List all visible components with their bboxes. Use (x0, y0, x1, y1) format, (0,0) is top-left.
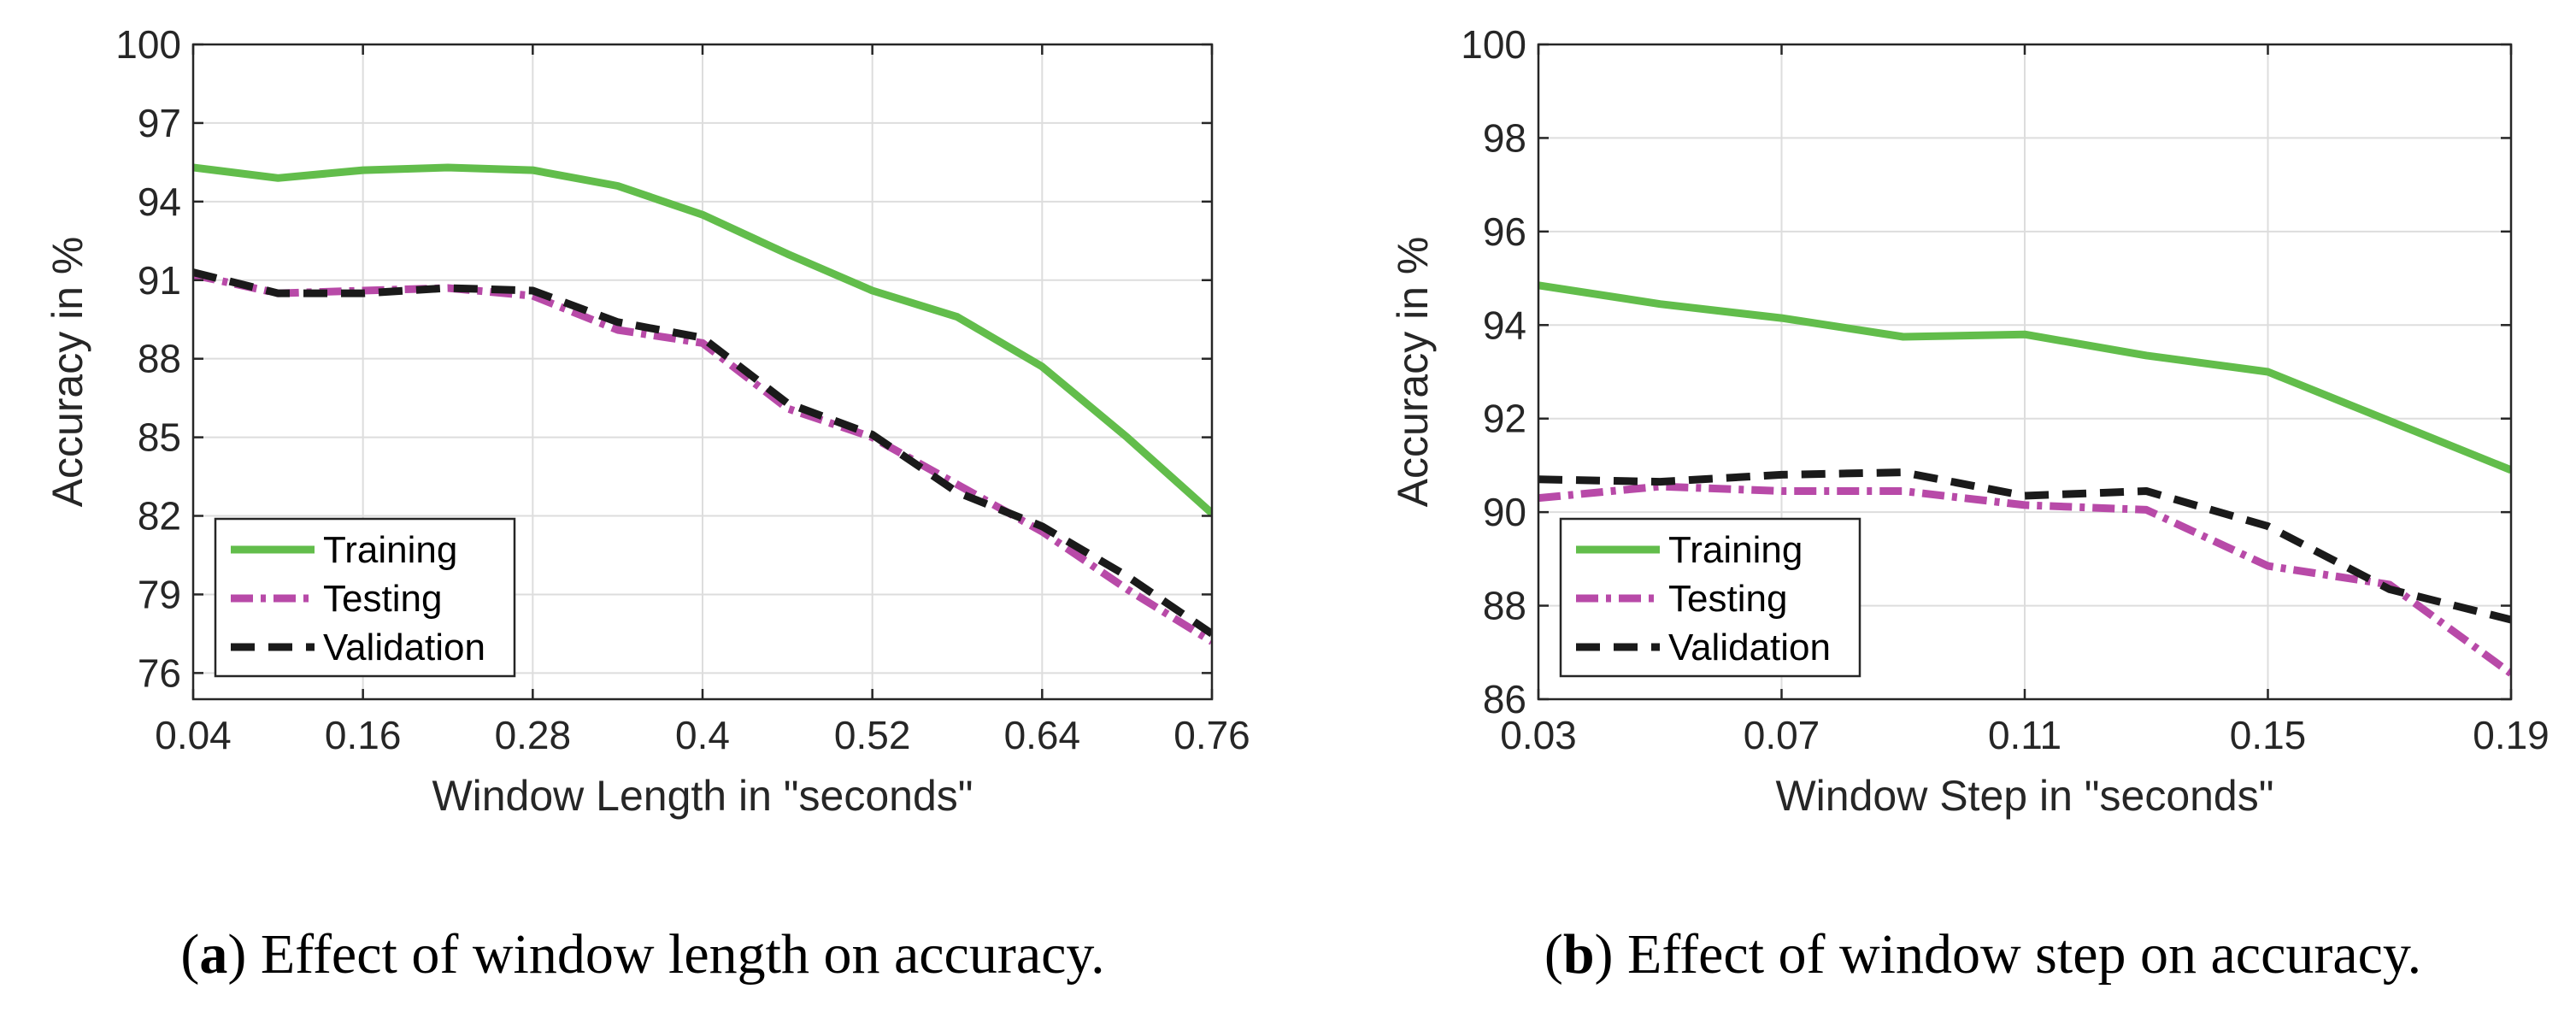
legend-label-validation: Validation (1668, 627, 1831, 668)
x-tick-label: 0.03 (1500, 713, 1577, 757)
y-tick-label: 100 (1461, 22, 1526, 67)
y-tick-label: 91 (138, 258, 181, 303)
y-tick-label: 76 (138, 650, 181, 695)
y-tick-label: 90 (1483, 490, 1526, 534)
y-tick-label: 86 (1483, 677, 1526, 721)
y-tick-label: 94 (1483, 303, 1526, 347)
y-tick-label: 100 (115, 22, 181, 67)
x-tick-label: 0.64 (1004, 713, 1081, 757)
y-tick-label: 97 (138, 101, 181, 145)
x-tick-label: 0.07 (1744, 713, 1820, 757)
y-tick-label: 82 (138, 494, 181, 539)
caption-a-text: ) Effect of window length on accuracy. (227, 923, 1104, 986)
x-tick-label: 0.4 (675, 713, 730, 757)
y-tick-label: 92 (1483, 397, 1526, 441)
legend-label-testing: Testing (1668, 578, 1787, 620)
chart-a-window-length: 0.04 0.16 0.28 0.4 0.52 0.64 0.76 76 79 82 85 88 91 9… (44, 22, 1250, 820)
x-axis-label: Window Step in "seconds" (1775, 772, 2273, 820)
series-group (193, 163, 1212, 645)
series-group (1538, 281, 2511, 677)
y-axis-label: Accuracy in % (1389, 237, 1437, 508)
series-line-validation (193, 268, 1212, 638)
y-tick-label: 88 (1483, 584, 1526, 628)
series-line-testing (1538, 482, 2511, 677)
caption-b-text: ) Effect of window step on accuracy. (1595, 923, 2422, 986)
legend: Training Testing Validation (214, 517, 516, 678)
x-tick-label: 0.15 (2230, 713, 2307, 757)
y-tick-label: 79 (138, 572, 181, 616)
y-tick-label: 85 (138, 415, 181, 460)
x-tick-label: 0.76 (1173, 713, 1250, 757)
y-axis-label: Accuracy in % (44, 237, 91, 508)
x-tick-label: 0.11 (1988, 713, 2061, 757)
legend: Training Testing Validation (1559, 517, 1861, 678)
x-tick-label: 0.16 (325, 713, 402, 757)
y-tick-label: 98 (1483, 115, 1526, 160)
legend-label-training: Training (1668, 529, 1803, 571)
x-tick-label: 0.28 (495, 713, 572, 757)
series-line-validation (1538, 468, 2511, 624)
y-tick-label: 88 (138, 337, 181, 381)
y-tick-label: 96 (1483, 209, 1526, 254)
legend-label-training: Training (323, 529, 457, 571)
chart-b-window-step: 0.03 0.07 0.11 0.15 0.19 86 88 90 92 94 96 98 100 Win… (1389, 22, 2550, 820)
x-axis-label: Window Length in "seconds" (432, 772, 973, 820)
y-tick-label: 94 (138, 180, 181, 224)
x-tick-label: 0.52 (834, 713, 911, 757)
x-tick-label: 0.19 (2473, 713, 2550, 757)
legend-label-testing: Testing (323, 578, 442, 620)
caption-b-label: b (1563, 923, 1595, 986)
x-tick-label: 0.04 (155, 713, 232, 757)
legend-label-validation: Validation (323, 627, 485, 668)
caption-a-label: a (199, 923, 227, 986)
caption-a: (a) Effect of window length on accuracy. (180, 923, 1104, 986)
series-line-training (1538, 281, 2511, 474)
caption-b: (b) Effect of window step on accuracy. (1544, 923, 2421, 986)
series-line-training (193, 163, 1212, 516)
